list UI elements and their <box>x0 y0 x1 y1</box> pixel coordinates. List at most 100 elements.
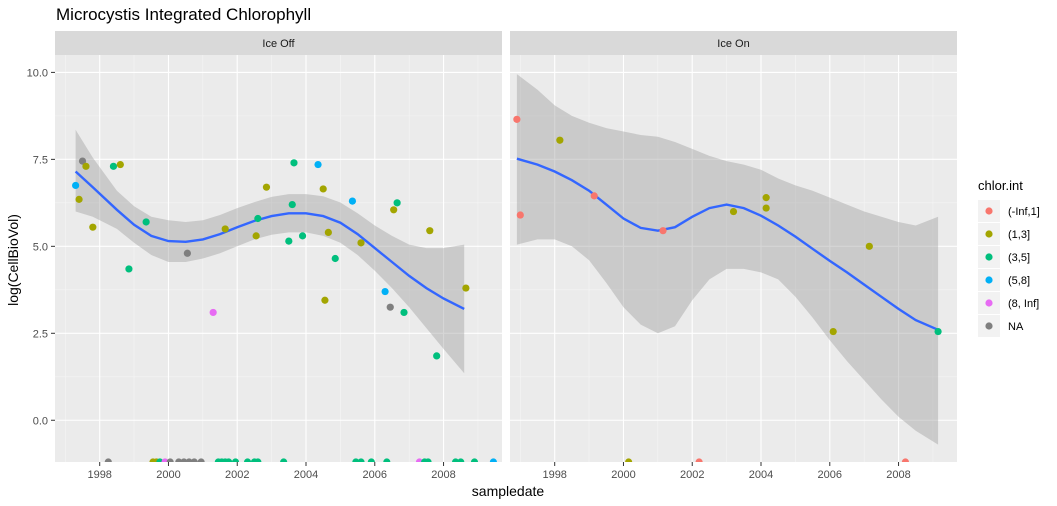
data-point <box>254 214 262 223</box>
data-point <box>556 136 564 144</box>
plot-background <box>510 55 957 462</box>
facet-strip <box>510 31 957 55</box>
data-point <box>729 207 738 216</box>
legend-label: (3,5] <box>1008 252 1030 264</box>
legend-label: (8, Inf] <box>1008 298 1039 310</box>
confidence-band <box>516 74 939 445</box>
data-point <box>462 284 470 292</box>
data-point <box>357 239 365 247</box>
data-point <box>901 458 910 462</box>
data-point <box>314 160 322 169</box>
y-tick-label: 2.5 <box>33 328 48 340</box>
legend-title: chlor.int <box>978 178 1023 193</box>
x-tick-label: 2000 <box>611 469 635 481</box>
data-point <box>252 232 260 240</box>
data-point <box>357 458 365 462</box>
legend-item: (1,3] <box>978 223 1030 245</box>
facet-strip <box>55 31 502 55</box>
x-tick-label: 2002 <box>680 469 704 481</box>
smooth-line <box>74 170 465 310</box>
data-point <box>367 458 375 462</box>
data-point <box>243 458 252 462</box>
y-axis-title: log(CellBioVol) <box>5 214 21 306</box>
data-point <box>290 159 298 167</box>
legend-swatch <box>985 299 993 307</box>
data-point <box>78 157 87 165</box>
x-tick-label: 2004 <box>749 469 773 481</box>
legend: chlor.int (-Inf,1] (1,3] (3,5] (5,8] (8, Inf… <box>978 178 1040 337</box>
data-point <box>457 458 465 462</box>
data-point <box>433 352 441 360</box>
data-point <box>381 287 389 296</box>
data-point <box>262 183 271 191</box>
x-tick-label: 2006 <box>818 469 842 481</box>
data-point <box>142 218 150 226</box>
data-point <box>166 458 174 462</box>
x-tick-label: 2000 <box>156 469 180 481</box>
data-point <box>72 181 80 190</box>
data-point <box>762 204 770 212</box>
data-point <box>75 195 83 203</box>
data-point <box>590 192 598 200</box>
data-point <box>319 185 327 193</box>
data-point <box>288 200 296 209</box>
x-tick-label: 1998 <box>87 469 111 481</box>
panel-ice-off: Ice Off <box>55 31 502 462</box>
legend-label: NA <box>1008 321 1024 333</box>
legend-item: (5,8] <box>978 269 1030 291</box>
data-point <box>324 228 332 237</box>
data-point <box>470 458 479 462</box>
x-tick-label: 2006 <box>363 469 387 481</box>
confidence-band <box>75 129 465 374</box>
points-group <box>72 157 498 462</box>
legend-swatch <box>985 253 993 261</box>
legend-item: (3,5] <box>978 246 1030 268</box>
data-point <box>331 254 339 263</box>
data-point <box>659 227 667 235</box>
data-point <box>426 227 434 235</box>
data-point <box>231 458 240 462</box>
data-point <box>280 458 288 462</box>
data-point <box>383 458 391 462</box>
x-axis-title: sampledate <box>472 483 545 499</box>
smooth-line <box>516 157 939 331</box>
data-point <box>625 458 633 462</box>
data-point <box>197 458 205 462</box>
data-point <box>348 197 357 205</box>
data-point <box>516 211 524 219</box>
panels-layer: Ice Off Ice On <box>55 31 957 462</box>
y-tick-label: 5.0 <box>33 241 48 253</box>
legend-swatch <box>985 230 993 238</box>
data-point <box>934 327 942 336</box>
data-point <box>865 242 873 250</box>
data-point <box>829 327 837 336</box>
x-tick-label: 2002 <box>225 469 249 481</box>
data-point <box>386 303 394 311</box>
data-point <box>209 308 217 317</box>
data-point <box>285 237 293 245</box>
data-point <box>116 160 124 169</box>
legend-swatch <box>985 276 993 284</box>
legend-label: (-Inf,1] <box>1008 206 1040 218</box>
facet-strip-label: Ice Off <box>262 38 295 50</box>
points-group <box>513 115 942 462</box>
x-tick-label: 1998 <box>542 469 566 481</box>
data-point <box>89 223 97 231</box>
data-point <box>104 458 112 462</box>
data-point <box>424 458 432 462</box>
axes-layer: 1998 2000 2002 2004 2006 2008 1998 2000 2002 2004… <box>27 67 911 481</box>
legend-label: (1,3] <box>1008 229 1030 241</box>
chart-title: Microcystis Integrated Chlorophyll <box>56 5 311 24</box>
plot-background <box>55 55 502 462</box>
data-point <box>393 199 401 207</box>
y-tick-label: 10.0 <box>27 67 48 79</box>
x-tick-label: 2008 <box>886 469 910 481</box>
data-point <box>489 458 498 462</box>
data-point <box>513 115 521 123</box>
data-point <box>390 206 398 214</box>
data-point <box>762 194 770 202</box>
legend-swatch <box>985 207 993 215</box>
legend-item: (-Inf,1] <box>978 200 1040 222</box>
x-tick-label: 2008 <box>431 469 455 481</box>
